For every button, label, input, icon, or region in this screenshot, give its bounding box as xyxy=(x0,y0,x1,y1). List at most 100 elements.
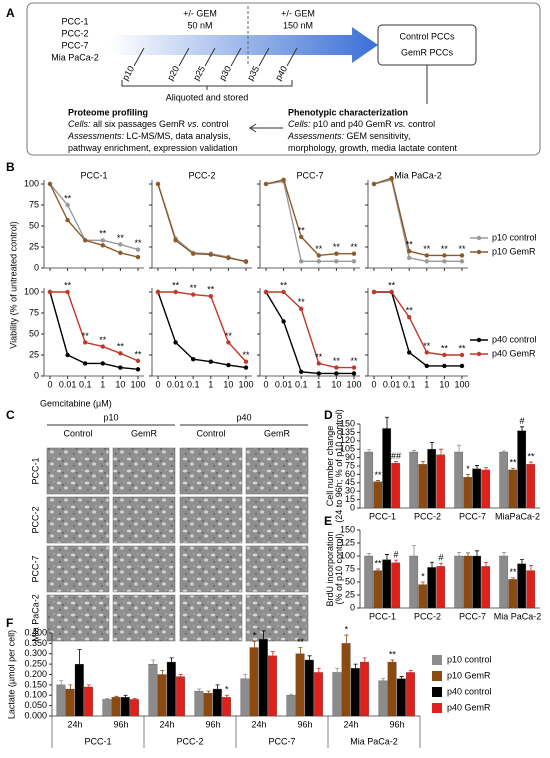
point xyxy=(135,254,141,260)
error-bar xyxy=(511,467,515,470)
point xyxy=(389,175,394,181)
bar xyxy=(286,695,296,717)
point xyxy=(191,292,196,297)
plot-title: PCC-2 xyxy=(188,170,215,180)
x-tick-label: 0 xyxy=(47,379,52,389)
significance: ** xyxy=(374,470,382,480)
series-line xyxy=(374,291,462,356)
legend-swatch xyxy=(432,687,442,697)
significance: * xyxy=(225,685,229,695)
error-bar xyxy=(412,545,416,556)
y-tick-label: 0 xyxy=(350,602,355,612)
bar xyxy=(382,559,392,609)
significance: ** xyxy=(298,297,306,307)
point xyxy=(424,363,429,369)
bar xyxy=(409,451,419,509)
x-tick-label: 10 xyxy=(331,379,341,389)
condition-header: GemR xyxy=(131,428,158,438)
bar xyxy=(406,672,415,717)
bar xyxy=(332,672,342,717)
bar xyxy=(341,643,351,717)
passage-tick xyxy=(133,47,145,67)
series-line xyxy=(157,291,247,369)
point xyxy=(281,177,286,182)
y-tick-label: 150 xyxy=(340,524,355,534)
micrograph xyxy=(46,447,110,495)
significance: ** xyxy=(315,244,323,254)
bar xyxy=(517,430,527,509)
x-tick-label: 24h xyxy=(67,719,82,729)
significance: ** xyxy=(64,193,72,203)
cell-line: PCC-7 xyxy=(61,40,88,50)
panel-label: E xyxy=(324,514,332,528)
x-tick-label: 1 xyxy=(424,379,429,389)
error-bar xyxy=(529,564,533,571)
text-segment: GEM sensitivity, xyxy=(344,131,410,141)
error-bar xyxy=(475,550,479,556)
text-segment: p10 and p40 GemR xyxy=(311,119,395,129)
error-bar xyxy=(132,697,137,700)
point xyxy=(65,352,70,358)
x-tick-label: 0 xyxy=(263,379,268,389)
output: Control PCCs xyxy=(399,31,455,41)
y-axis-label: Cell number change xyxy=(325,426,335,507)
bar xyxy=(481,469,491,509)
significance: ** xyxy=(242,350,250,360)
y-tick-label: 0 xyxy=(34,262,39,272)
significance: ** xyxy=(441,244,449,254)
bar xyxy=(526,570,536,609)
y-tick-label: 0.350 xyxy=(24,638,47,648)
point xyxy=(299,259,304,264)
significance: ** xyxy=(298,225,306,235)
y-tick-label: 125 xyxy=(340,537,355,547)
bar xyxy=(427,567,437,609)
error-bar xyxy=(344,634,349,644)
bar xyxy=(517,563,527,609)
bar xyxy=(295,653,305,717)
panel-label: C xyxy=(6,408,15,422)
legend-label: p40 control xyxy=(492,334,537,344)
x-tick-label: 0.01 xyxy=(275,379,293,389)
point xyxy=(243,359,249,364)
point xyxy=(316,361,321,366)
error-bar xyxy=(376,568,380,571)
significance: * xyxy=(466,464,470,474)
text-segment: Assessments: xyxy=(287,131,345,141)
bar xyxy=(194,690,204,717)
y-tick-label: 0.150 xyxy=(24,679,47,689)
point xyxy=(135,358,141,364)
significance: * xyxy=(345,624,349,634)
text-segment: Cells: xyxy=(288,119,311,129)
error-bar xyxy=(123,694,128,698)
point xyxy=(173,340,178,345)
series-line xyxy=(157,183,247,262)
point xyxy=(100,344,106,349)
error-bar xyxy=(390,659,395,663)
treatment: +/- GEM xyxy=(281,8,315,18)
output: GemR PCCs xyxy=(401,47,454,57)
x-tick-label: PCC-1 xyxy=(369,611,396,621)
error-bar xyxy=(307,655,312,660)
significance: ** xyxy=(190,283,198,293)
bar xyxy=(166,661,176,717)
error-bar xyxy=(243,674,248,679)
panel-label: B xyxy=(6,160,15,174)
series-line xyxy=(49,183,139,258)
error-bar xyxy=(353,663,358,669)
panel-label: A xyxy=(6,6,15,20)
micrograph xyxy=(179,447,243,495)
error-bar xyxy=(86,684,91,687)
block-line: Cells: all six passages GemR vs. control xyxy=(68,119,229,129)
significance: ** xyxy=(134,349,142,359)
x-tick-label: 0.1 xyxy=(187,379,200,389)
bar xyxy=(111,697,121,717)
point xyxy=(334,259,339,264)
error-bar xyxy=(421,461,425,465)
y-tick-label: 25 xyxy=(345,589,355,599)
point xyxy=(83,361,88,366)
point xyxy=(316,253,321,258)
bar xyxy=(314,672,323,717)
significance: ** xyxy=(388,280,396,290)
error-bar xyxy=(160,669,165,675)
x-tick-label: 0.01 xyxy=(167,379,185,389)
